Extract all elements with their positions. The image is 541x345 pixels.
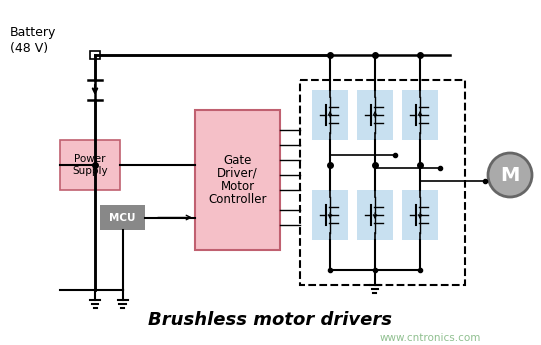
Text: (48 V): (48 V) — [10, 41, 48, 55]
Text: Supply: Supply — [72, 166, 108, 176]
FancyBboxPatch shape — [100, 205, 145, 230]
FancyBboxPatch shape — [60, 140, 120, 190]
FancyBboxPatch shape — [312, 190, 348, 240]
FancyBboxPatch shape — [195, 110, 280, 250]
Text: Gate: Gate — [223, 154, 252, 167]
Text: M: M — [500, 166, 520, 185]
Circle shape — [488, 153, 532, 197]
Bar — [90, 51, 100, 59]
FancyBboxPatch shape — [402, 190, 438, 240]
FancyBboxPatch shape — [312, 90, 348, 140]
Text: Power: Power — [74, 154, 105, 164]
FancyBboxPatch shape — [357, 90, 393, 140]
Text: Driver/: Driver/ — [217, 167, 258, 179]
FancyBboxPatch shape — [357, 190, 393, 240]
Text: www.cntronics.com: www.cntronics.com — [379, 333, 481, 343]
Text: MCU: MCU — [109, 213, 136, 223]
FancyBboxPatch shape — [402, 90, 438, 140]
Text: Battery: Battery — [10, 26, 56, 39]
Text: Motor: Motor — [220, 179, 255, 193]
Text: Brushless motor drivers: Brushless motor drivers — [148, 311, 392, 329]
Text: Controller: Controller — [208, 193, 267, 206]
